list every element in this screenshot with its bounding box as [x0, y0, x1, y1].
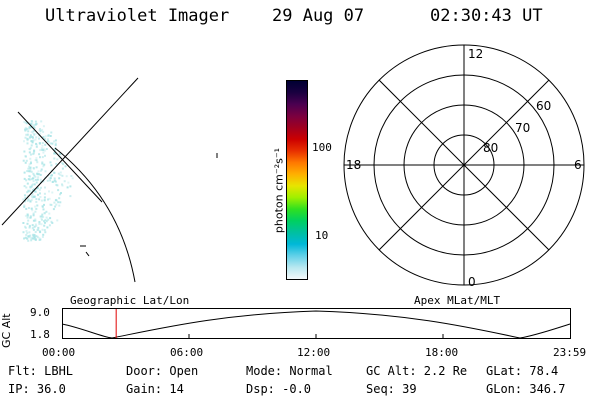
colorbar-tick-10: 10	[315, 229, 329, 242]
mlt-label-18: 18	[346, 158, 361, 172]
mode-status: Mode: Normal	[246, 364, 333, 378]
stray-mark	[85, 251, 90, 257]
x-tick-1200: 12:00	[297, 346, 331, 359]
mlat-label-70: 70	[515, 121, 530, 135]
gc-alt-axis-label: GC Alt	[0, 313, 13, 348]
gain-status: Gain: 14	[126, 382, 184, 396]
colorbar-unit-label: photon cm⁻²s⁻¹	[272, 147, 286, 234]
altitude-curve	[62, 310, 571, 339]
glat-status: GLat: 78.4	[486, 364, 559, 378]
filter-status: Flt: LBHL	[8, 364, 74, 378]
mlt-label-6: 6	[574, 158, 582, 172]
x-tick-1800: 18:00	[425, 346, 459, 359]
glon-status: GLon: 346.7	[486, 382, 566, 396]
stray-mark	[216, 153, 218, 158]
instrument-title: Ultraviolet Imager	[45, 6, 230, 26]
geographic-image-panel	[1, 77, 139, 283]
polar-mlt-plot: 12 18 6 0 60 70 80	[343, 44, 585, 289]
altitude-timeline	[62, 308, 571, 339]
mlt-label-12: 12	[468, 47, 483, 61]
ip-status: IP: 36.0	[8, 382, 66, 396]
limb-arc	[54, 147, 136, 283]
mlat-label-60: 60	[536, 99, 551, 113]
polar-diagonal	[378, 79, 550, 251]
colorbar-tick-100: 100	[312, 141, 332, 154]
x-tick-2359: 23:59	[553, 346, 587, 359]
auroral-emission-speckle	[22, 120, 74, 242]
meridian-line	[1, 77, 139, 226]
y-tick-1-8: 1.8	[30, 328, 50, 341]
mlat-label-80: 80	[483, 141, 498, 155]
mlt-label-0: 0	[468, 275, 476, 289]
latitude-line	[17, 111, 103, 203]
door-status: Door: Open	[126, 364, 199, 378]
dsp-status: Dsp: -0.0	[246, 382, 312, 396]
gc-alt-status: GC Alt: 2.2 Re	[366, 364, 468, 378]
y-tick-9: 9.0	[30, 306, 50, 319]
apex-caption: Apex MLat/MLT	[414, 294, 501, 307]
color-scale-bar	[286, 80, 308, 280]
seq-status: Seq: 39	[366, 382, 417, 396]
date-label: 29 Aug 07	[272, 6, 365, 26]
x-tick-0600: 06:00	[170, 346, 204, 359]
x-tick-0000: 00:00	[42, 346, 76, 359]
geographic-caption: Geographic Lat/Lon	[70, 294, 190, 307]
time-label: 02:30:43 UT	[430, 6, 543, 26]
